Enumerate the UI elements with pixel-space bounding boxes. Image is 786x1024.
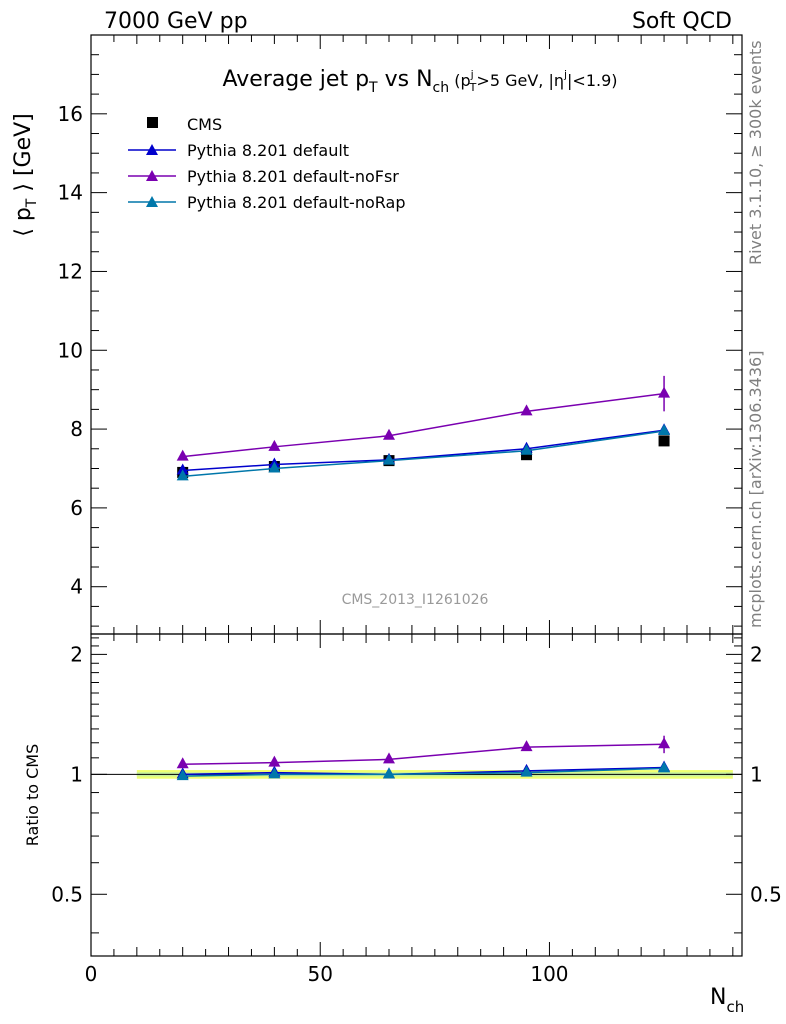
ratio-point <box>382 767 395 779</box>
ratio-point <box>520 765 533 777</box>
legend-label-norap: Pythia 8.201 default-noRap <box>187 193 405 212</box>
ratio-ylabel: Ratio to CMS <box>23 744 42 846</box>
legend-marker-cms <box>147 117 158 128</box>
y-tick-label: 8 <box>70 417 83 441</box>
main-title: Average jet pT vs Nch (pj T>5 GeV, |ηj|<1… <box>222 67 617 96</box>
series-line-2 <box>182 392 665 458</box>
x-axis-label: Nch <box>710 985 744 1016</box>
y-tick-label: 4 <box>70 575 83 599</box>
legend-marker-norap <box>146 196 158 207</box>
data-point <box>176 469 189 481</box>
data-point <box>176 449 189 461</box>
ratio-point <box>268 755 281 767</box>
y-tick-label: 14 <box>58 181 83 205</box>
data-point <box>658 424 671 436</box>
ratio-point <box>520 740 533 752</box>
legend-marker-default <box>146 144 158 155</box>
main-plot-area <box>176 375 671 481</box>
ratio-point <box>268 767 281 779</box>
ratio-line-1 <box>182 743 665 765</box>
data-point <box>382 428 395 440</box>
x-tick-label: 0 <box>85 962 98 986</box>
data-point <box>658 386 671 398</box>
ratio-plot-area <box>91 735 742 781</box>
legend-label-cms: CMS <box>187 115 222 134</box>
ratio-y-tick-label: 0.5 <box>51 882 83 906</box>
ratio-y-tick-label: 1 <box>70 762 83 786</box>
ratio-y-tick-label-right: 0.5 <box>750 882 782 906</box>
legend-label-default: Pythia 8.201 default <box>187 141 349 160</box>
x-tick-label: 50 <box>307 962 332 986</box>
data-point-cms <box>658 435 670 447</box>
ratio-y-tick-label-right: 2 <box>750 642 763 666</box>
data-point <box>268 461 281 473</box>
side-label-rivet: Rivet 3.1.10, ≥ 300k events <box>746 40 765 265</box>
legend-label-nofsr: Pythia 8.201 default-noFsr <box>187 167 399 186</box>
ratio-y-tick-label: 2 <box>70 642 83 666</box>
data-point <box>268 439 281 451</box>
y-tick-label: 12 <box>58 259 83 283</box>
y-tick-label: 6 <box>70 496 83 520</box>
ratio-point <box>176 769 189 781</box>
main-ylabel: ⟨ pT ⟩ [GeV] <box>11 113 40 236</box>
data-point <box>520 443 533 455</box>
side-label-mcplots: mcplots.cern.ch [arXiv:1306.3436] <box>746 351 765 628</box>
ratio-frame <box>90 633 743 957</box>
data-point <box>176 463 189 475</box>
series-line-1 <box>182 429 665 472</box>
ratio-point <box>658 761 671 773</box>
ratio-point <box>658 737 671 749</box>
y-tick-label: 10 <box>58 338 83 362</box>
legend-marker-nofsr <box>146 170 158 181</box>
header-right: Soft QCD <box>632 9 732 34</box>
ratio-point <box>382 752 395 764</box>
y-tick-label: 16 <box>58 102 83 126</box>
series-line-3 <box>182 430 665 478</box>
x-tick-label: 100 <box>530 962 568 986</box>
ratio-point <box>176 757 189 769</box>
data-point <box>382 453 395 465</box>
analysis-watermark: CMS_2013_I1261026 <box>342 592 489 608</box>
header-left: 7000 GeV pp <box>104 9 248 34</box>
ratio-y-tick-label-right: 1 <box>750 762 763 786</box>
legend: CMS Pythia 8.201 default Pythia 8.201 de… <box>128 115 405 212</box>
data-point <box>520 404 533 416</box>
